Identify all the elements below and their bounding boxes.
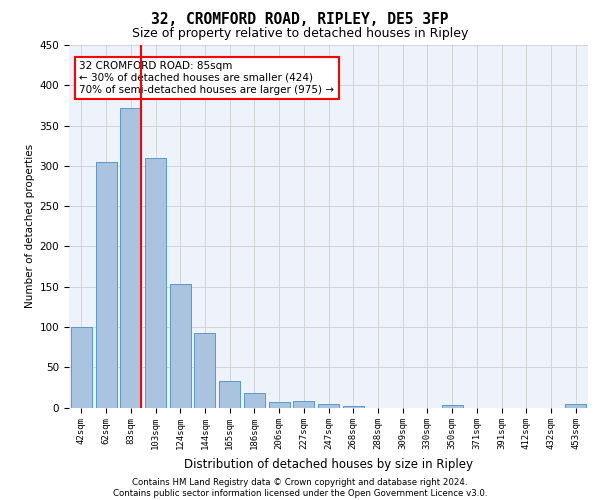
Bar [71, 327, 92, 407]
Bar [170, 284, 191, 408]
Bar [565, 404, 586, 407]
Text: 32, CROMFORD ROAD, RIPLEY, DE5 3FP: 32, CROMFORD ROAD, RIPLEY, DE5 3FP [151, 12, 449, 28]
Bar [343, 406, 364, 407]
Bar [145, 158, 166, 408]
Text: 32 CROMFORD ROAD: 85sqm
← 30% of detached houses are smaller (424)
70% of semi-d: 32 CROMFORD ROAD: 85sqm ← 30% of detache… [79, 62, 334, 94]
Y-axis label: Number of detached properties: Number of detached properties [25, 144, 35, 308]
Bar [318, 404, 339, 407]
Bar [194, 332, 215, 407]
Bar [244, 393, 265, 407]
Bar [269, 402, 290, 407]
Text: Size of property relative to detached houses in Ripley: Size of property relative to detached ho… [132, 28, 468, 40]
Text: Contains HM Land Registry data © Crown copyright and database right 2024.
Contai: Contains HM Land Registry data © Crown c… [113, 478, 487, 498]
X-axis label: Distribution of detached houses by size in Ripley: Distribution of detached houses by size … [184, 458, 473, 471]
Bar [120, 108, 141, 408]
Bar [442, 405, 463, 407]
Bar [219, 381, 240, 407]
Bar [95, 162, 116, 408]
Bar [293, 401, 314, 407]
